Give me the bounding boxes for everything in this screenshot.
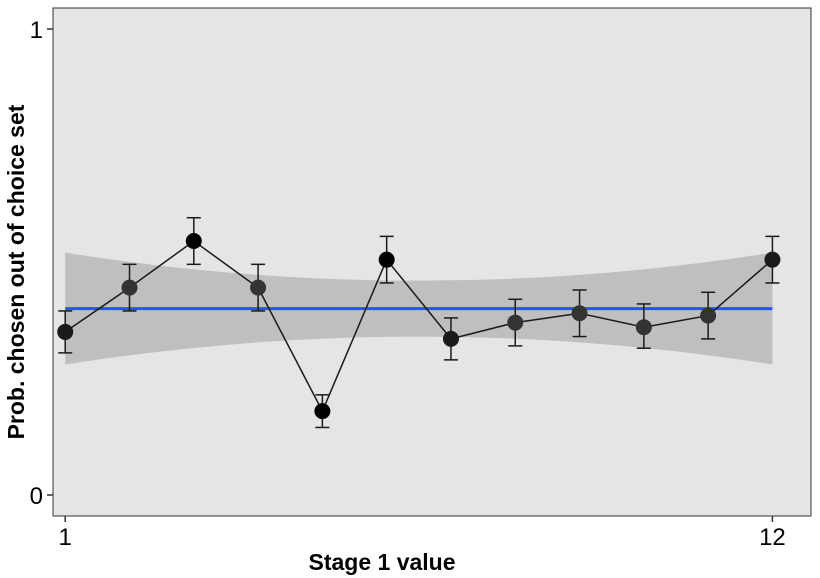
data-point: [635, 319, 652, 336]
data-point: [121, 279, 138, 296]
x-tick-label: 1: [59, 524, 72, 551]
data-point: [378, 251, 395, 268]
data-point: [57, 323, 74, 340]
plot-panel: [52, 7, 812, 517]
data-point: [571, 305, 588, 322]
data-point: [442, 330, 459, 347]
x-tick-label: 12: [759, 524, 786, 551]
data-point: [314, 403, 331, 420]
y-axis-title: Prob. chosen out of choice set: [3, 104, 29, 439]
series-line: [64, 240, 773, 413]
data-point: [507, 314, 524, 331]
x-axis-title: Stage 1 value: [308, 549, 455, 575]
data-point: [185, 233, 202, 250]
data-point: [764, 251, 781, 268]
data-point: [700, 307, 717, 324]
data-point: [250, 279, 267, 296]
points-layer: [57, 233, 781, 420]
y-tick-label: 1: [30, 17, 43, 44]
y-tick-label: 0: [30, 483, 43, 510]
